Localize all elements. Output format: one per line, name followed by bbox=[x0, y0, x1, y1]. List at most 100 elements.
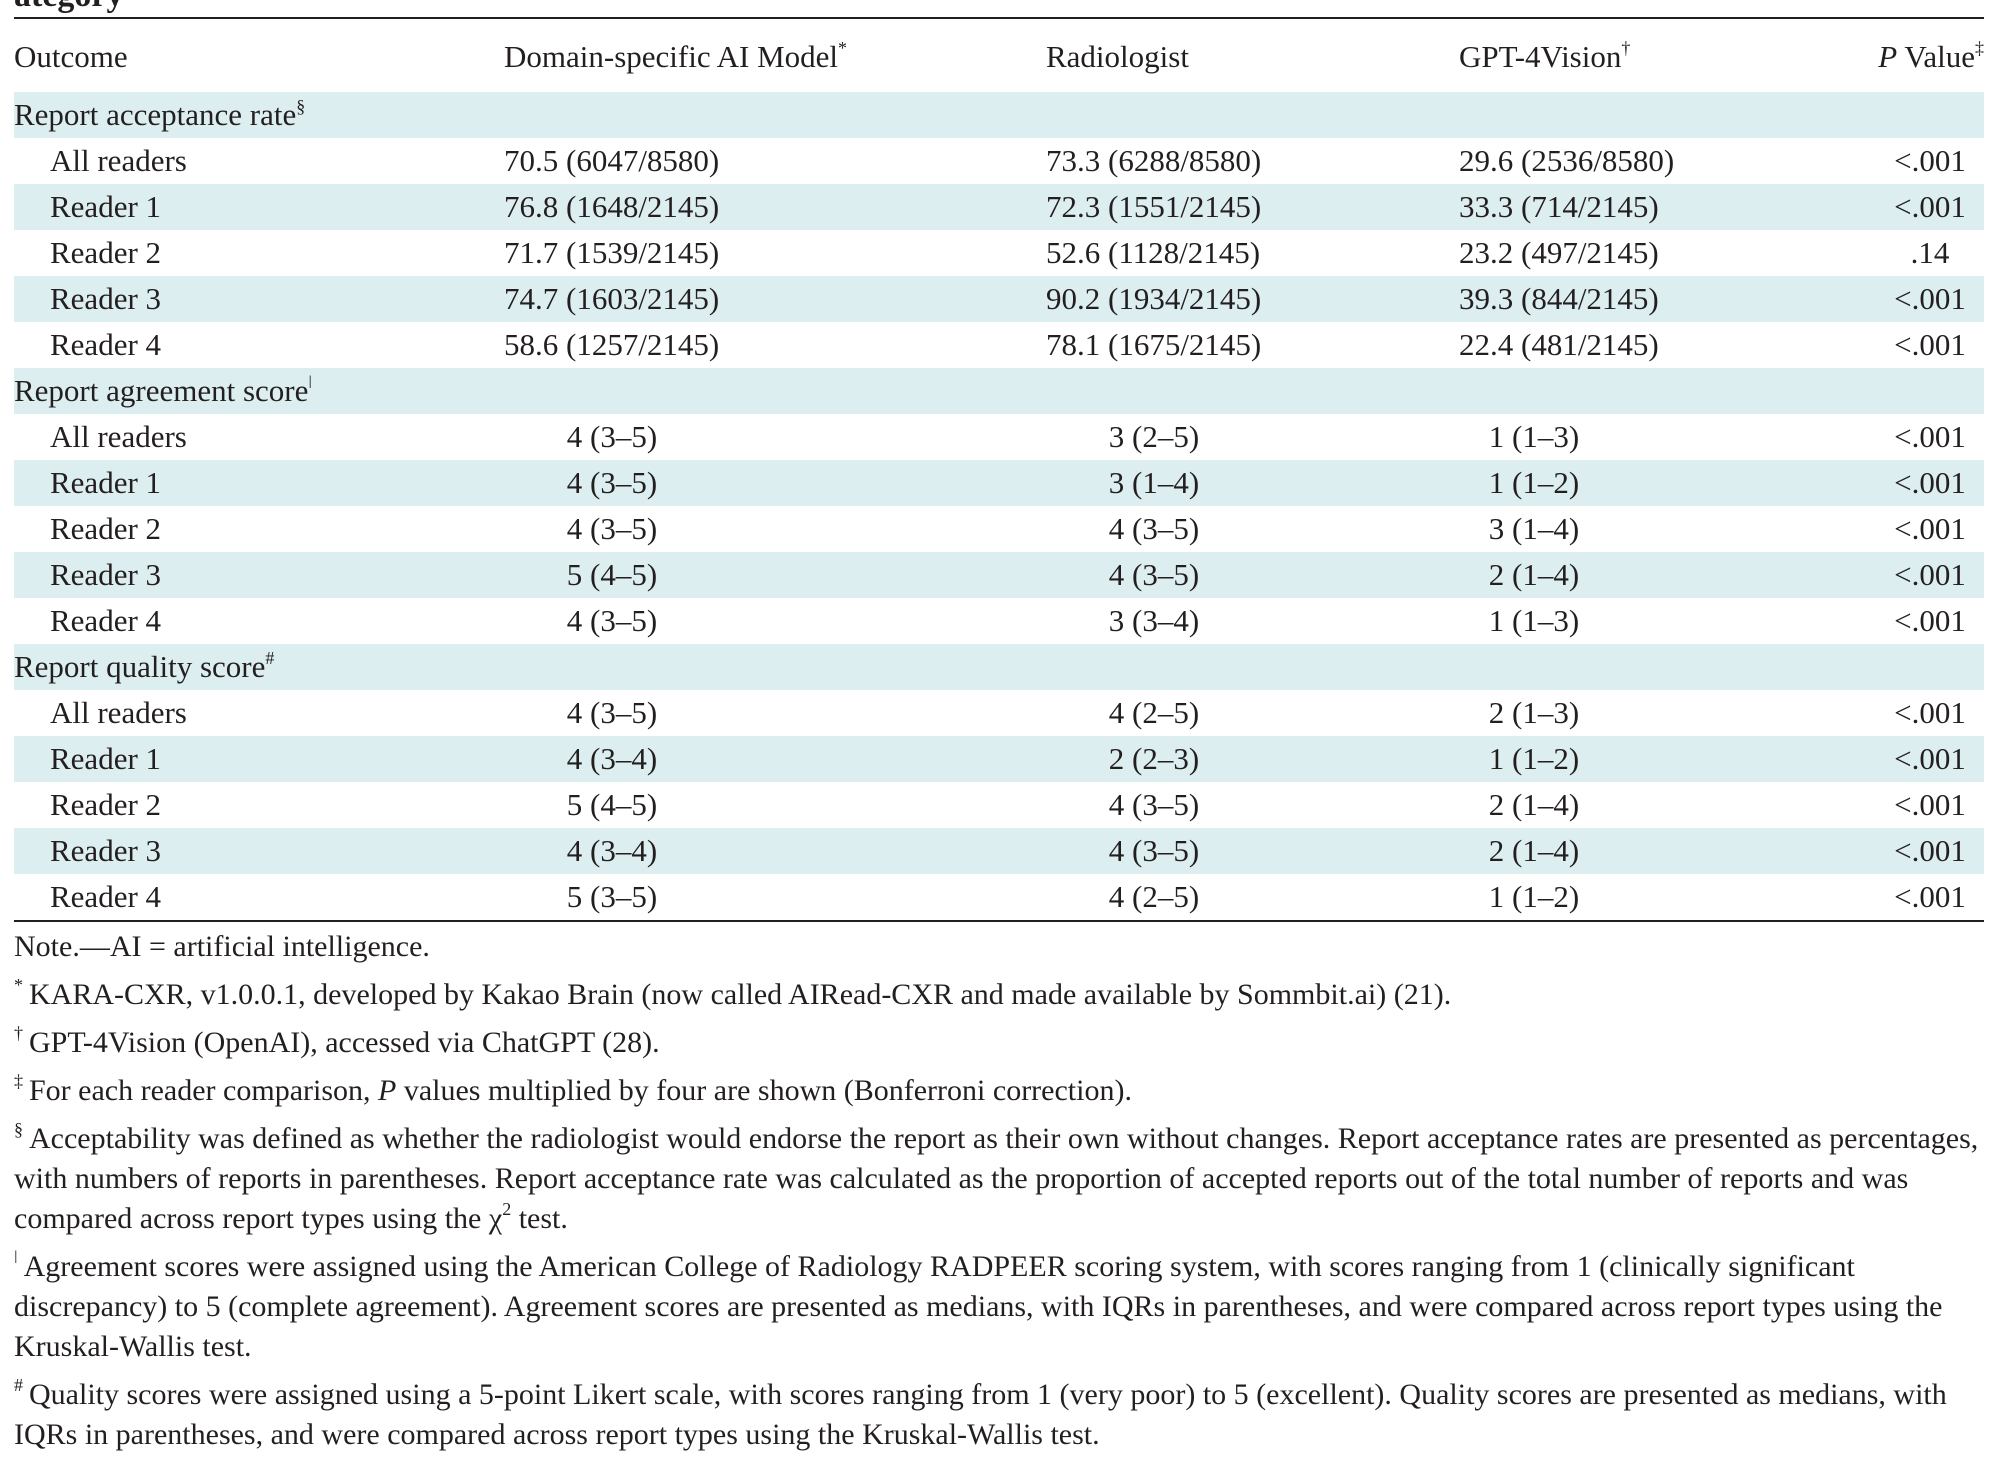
cell-ai: 58.6 (1257/2145) bbox=[504, 327, 720, 362]
cell-gpt: 2 (1–4) bbox=[1488, 557, 1580, 592]
cell-gpt: 1 (1–2) bbox=[1488, 465, 1580, 500]
table-row: Reader 3 4 (3–4) 4 (3–5) 2 (1–4) <.001 bbox=[14, 828, 1984, 874]
table-row: Reader 3 74.7 (1603/2145) 90.2 (1934/214… bbox=[14, 276, 1984, 322]
cell-p-value: <.001 bbox=[1894, 143, 1966, 178]
cell-p-value: <.001 bbox=[1894, 327, 1966, 362]
row-label: All readers bbox=[50, 419, 187, 454]
cell-gpt: 39.3 (844/2145) bbox=[1459, 281, 1659, 316]
row-label: Reader 2 bbox=[50, 511, 162, 546]
cell-p-value: <.001 bbox=[1894, 603, 1966, 638]
table-bottom-rule bbox=[14, 920, 1984, 922]
row-label: Reader 3 bbox=[50, 281, 162, 316]
cell-radiologist: 2 (2–3) bbox=[1108, 741, 1200, 776]
cropped-caption-text: ategory bbox=[14, 0, 124, 14]
table-row: All readers 4 (3–5) 4 (2–5) 2 (1–3) <.00… bbox=[14, 690, 1984, 736]
cell-radiologist: 4 (3–5) bbox=[1108, 557, 1200, 592]
footnote-asterisk: * KARA-CXR, v1.0.0.1, developed by Kakao … bbox=[14, 975, 1452, 1011]
row-label: Reader 4 bbox=[50, 327, 162, 362]
cell-ai: 4 (3–5) bbox=[566, 603, 658, 638]
cell-radiologist: 4 (2–5) bbox=[1108, 695, 1200, 730]
table-row: Reader 4 58.6 (1257/2145) 78.1 (1675/214… bbox=[14, 322, 1984, 368]
cell-ai: 4 (3–5) bbox=[566, 511, 658, 546]
cell-ai: 4 (3–5) bbox=[566, 695, 658, 730]
table-row: Reader 1 76.8 (1648/2145) 72.3 (1551/214… bbox=[14, 184, 1984, 230]
table-row: Reader 2 71.7 (1539/2145) 52.6 (1128/214… bbox=[14, 230, 1984, 276]
section-title: Report acceptance rate§ bbox=[14, 96, 306, 132]
cell-ai: 70.5 (6047/8580) bbox=[504, 143, 720, 178]
cell-ai: 5 (4–5) bbox=[566, 557, 658, 592]
table-header-row: Outcome Domain-specific AI Model* Radiol… bbox=[14, 34, 1984, 80]
row-label: All readers bbox=[50, 143, 187, 178]
cell-radiologist: 3 (1–4) bbox=[1108, 465, 1200, 500]
cell-ai: 74.7 (1603/2145) bbox=[504, 281, 720, 316]
table-row: Reader 4 5 (3–5) 4 (2–5) 1 (1–2) <.001 bbox=[14, 874, 1984, 920]
cell-radiologist: 4 (3–5) bbox=[1108, 833, 1200, 868]
cell-p-value: <.001 bbox=[1894, 511, 1966, 546]
cell-radiologist: 52.6 (1128/2145) bbox=[1046, 235, 1261, 270]
section-header-row: Report acceptance rate§ bbox=[14, 92, 1984, 138]
table-row: All readers 4 (3–5) 3 (2–5) 1 (1–3) <.00… bbox=[14, 414, 1984, 460]
section-header-row: Report agreement scoreǀ bbox=[14, 368, 1984, 414]
cell-radiologist: 72.3 (1551/2145) bbox=[1046, 189, 1262, 224]
cell-p-value: <.001 bbox=[1894, 419, 1966, 454]
table-row: Reader 3 5 (4–5) 4 (3–5) 2 (1–4) <.001 bbox=[14, 552, 1984, 598]
cell-p-value: <.001 bbox=[1894, 281, 1966, 316]
section-header-row: Report quality score# bbox=[14, 644, 1984, 690]
cell-radiologist: 4 (3–5) bbox=[1108, 787, 1200, 822]
cell-gpt: 3 (1–4) bbox=[1488, 511, 1580, 546]
footnote-bar: ǀ Agreement scores were assigned using th… bbox=[14, 1247, 1943, 1363]
footnote-section-sign: § Acceptability was defined as whether th… bbox=[14, 1119, 1979, 1235]
cell-gpt: 1 (1–2) bbox=[1488, 741, 1580, 776]
cell-gpt: 2 (1–3) bbox=[1488, 695, 1580, 730]
cell-ai: 4 (3–5) bbox=[566, 419, 658, 454]
header-radiologist: Radiologist bbox=[1046, 39, 1189, 74]
footnote-double-dagger: ‡ For each reader comparison, P values mu… bbox=[14, 1071, 1132, 1107]
cell-gpt: 1 (1–3) bbox=[1488, 419, 1580, 454]
cell-p-value: <.001 bbox=[1894, 833, 1966, 868]
table-row: Reader 2 5 (4–5) 4 (3–5) 2 (1–4) <.001 bbox=[14, 782, 1984, 828]
cell-ai: 71.7 (1539/2145) bbox=[504, 235, 720, 270]
header-gpt4vision: GPT-4Vision† bbox=[1459, 38, 1631, 74]
row-label: Reader 1 bbox=[50, 465, 162, 500]
table-footnotes: Note.—AI = artificial intelligence. * KAR… bbox=[14, 927, 1986, 1463]
footnote-dagger: † GPT-4Vision (OpenAI), accessed via Chat… bbox=[14, 1023, 660, 1059]
cell-gpt: 1 (1–3) bbox=[1488, 603, 1580, 638]
cell-ai: 4 (3–5) bbox=[566, 465, 658, 500]
footnote-hash: # Quality scores were assigned using a 5-… bbox=[14, 1375, 1947, 1451]
cell-gpt: 1 (1–2) bbox=[1488, 879, 1580, 914]
table-row: Reader 2 4 (3–5) 4 (3–5) 3 (1–4) <.001 bbox=[14, 506, 1984, 552]
cell-radiologist: 90.2 (1934/2145) bbox=[1046, 281, 1262, 316]
cell-gpt: 22.4 (481/2145) bbox=[1459, 327, 1659, 362]
cell-p-value: <.001 bbox=[1894, 465, 1966, 500]
row-label: All readers bbox=[50, 695, 187, 730]
cell-gpt: 2 (1–4) bbox=[1488, 833, 1580, 868]
cell-gpt: 2 (1–4) bbox=[1488, 787, 1580, 822]
row-label: Reader 1 bbox=[50, 189, 162, 224]
table-top-rule bbox=[14, 17, 1984, 19]
section-title: Report quality score# bbox=[14, 648, 275, 684]
cell-p-value: <.001 bbox=[1894, 879, 1966, 914]
table-row: Reader 4 4 (3–5) 3 (3–4) 1 (1–3) <.001 bbox=[14, 598, 1984, 644]
cell-gpt: 23.2 (497/2145) bbox=[1459, 235, 1659, 270]
cell-ai: 4 (3–4) bbox=[566, 833, 658, 868]
table-row: Reader 1 4 (3–5) 3 (1–4) 1 (1–2) <.001 bbox=[14, 460, 1984, 506]
cell-p-value: <.001 bbox=[1894, 695, 1966, 730]
row-label: Reader 3 bbox=[50, 833, 162, 868]
cell-radiologist: 4 (2–5) bbox=[1108, 879, 1200, 914]
cell-radiologist: 73.3 (6288/8580) bbox=[1046, 143, 1262, 178]
table-row: All readers 70.5 (6047/8580) 73.3 (6288/… bbox=[14, 138, 1984, 184]
cell-ai: 4 (3–4) bbox=[566, 741, 658, 776]
cell-p-value: <.001 bbox=[1894, 189, 1966, 224]
row-label: Reader 4 bbox=[50, 603, 162, 638]
cell-p-value: .14 bbox=[1910, 235, 1950, 270]
cell-gpt: 33.3 (714/2145) bbox=[1459, 189, 1659, 224]
header-outcome: Outcome bbox=[14, 39, 128, 74]
cell-p-value: <.001 bbox=[1894, 787, 1966, 822]
cell-radiologist: 4 (3–5) bbox=[1108, 511, 1200, 546]
footnote-note: Note.—AI = artificial intelligence. bbox=[14, 930, 430, 963]
row-label: Reader 2 bbox=[50, 235, 162, 270]
header-ai-model: Domain-specific AI Model* bbox=[504, 38, 848, 74]
cell-ai: 76.8 (1648/2145) bbox=[504, 189, 720, 224]
row-label: Reader 4 bbox=[50, 879, 162, 914]
